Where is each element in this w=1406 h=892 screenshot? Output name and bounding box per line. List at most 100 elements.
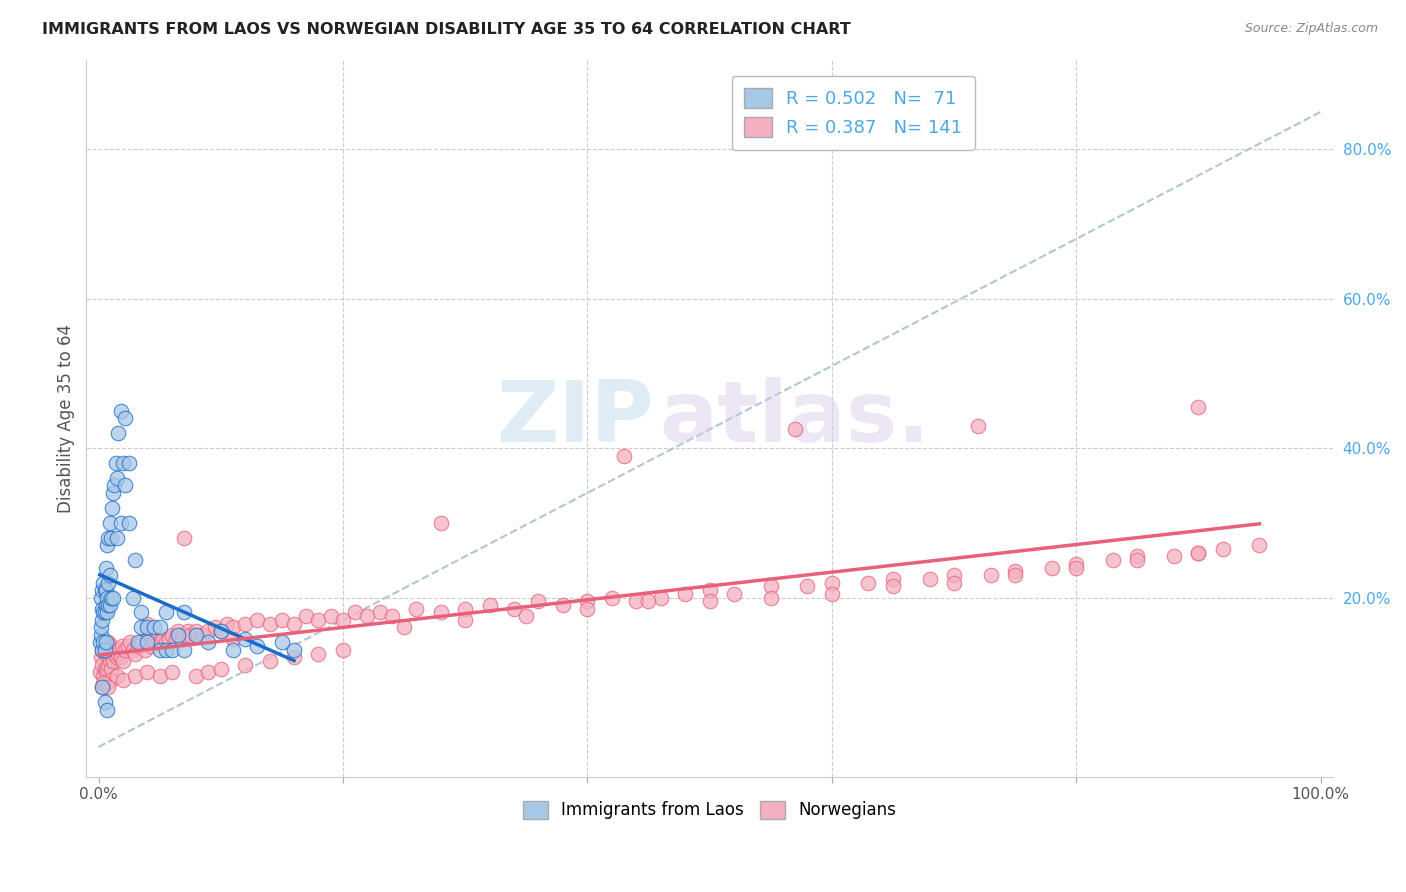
Point	[91, 601, 114, 615]
Point	[146, 632, 169, 646]
Point	[332, 613, 354, 627]
Point	[121, 591, 143, 605]
Point	[157, 632, 180, 646]
Point	[759, 591, 782, 605]
Point	[94, 598, 117, 612]
Point	[204, 620, 226, 634]
Point	[108, 643, 131, 657]
Point	[527, 594, 550, 608]
Point	[637, 594, 659, 608]
Point	[209, 661, 232, 675]
Point	[783, 422, 806, 436]
Point	[105, 650, 128, 665]
Point	[93, 661, 115, 675]
Point	[858, 575, 880, 590]
Point	[110, 403, 132, 417]
Point	[97, 598, 120, 612]
Point	[723, 587, 745, 601]
Point	[101, 654, 124, 668]
Point	[1126, 549, 1149, 564]
Point	[1101, 553, 1123, 567]
Point	[100, 639, 122, 653]
Point	[91, 613, 114, 627]
Point	[114, 643, 136, 657]
Point	[114, 411, 136, 425]
Point	[167, 624, 190, 639]
Point	[100, 531, 122, 545]
Point	[127, 639, 149, 653]
Point	[246, 613, 269, 627]
Point	[980, 568, 1002, 582]
Point	[191, 628, 214, 642]
Point	[967, 418, 990, 433]
Point	[96, 703, 118, 717]
Point	[270, 613, 292, 627]
Point	[136, 665, 159, 680]
Point	[478, 598, 501, 612]
Point	[118, 516, 141, 530]
Point	[94, 635, 117, 649]
Point	[94, 583, 117, 598]
Point	[105, 669, 128, 683]
Point	[104, 643, 127, 657]
Point	[1004, 568, 1026, 582]
Legend: Immigrants from Laos, Norwegians: Immigrants from Laos, Norwegians	[516, 794, 903, 826]
Point	[1163, 549, 1185, 564]
Point	[149, 620, 172, 634]
Point	[197, 635, 219, 649]
Point	[103, 478, 125, 492]
Point	[91, 680, 114, 694]
Point	[551, 598, 574, 612]
Point	[173, 628, 195, 642]
Point	[110, 650, 132, 665]
Text: IMMIGRANTS FROM LAOS VS NORWEGIAN DISABILITY AGE 35 TO 64 CORRELATION CHART: IMMIGRANTS FROM LAOS VS NORWEGIAN DISABI…	[42, 22, 851, 37]
Point	[1187, 546, 1209, 560]
Point	[1249, 538, 1271, 552]
Point	[796, 579, 818, 593]
Point	[197, 665, 219, 680]
Point	[136, 620, 159, 634]
Point	[179, 628, 201, 642]
Point	[821, 575, 844, 590]
Point	[283, 643, 305, 657]
Text: atlas.: atlas.	[659, 376, 931, 459]
Point	[139, 639, 162, 653]
Point	[129, 606, 152, 620]
Point	[209, 624, 232, 639]
Point	[111, 673, 134, 687]
Point	[270, 635, 292, 649]
Point	[136, 616, 159, 631]
Point	[942, 575, 965, 590]
Point	[105, 471, 128, 485]
Point	[96, 643, 118, 657]
Point	[97, 635, 120, 649]
Y-axis label: Disability Age 35 to 64: Disability Age 35 to 64	[58, 324, 75, 513]
Point	[186, 628, 208, 642]
Point	[101, 486, 124, 500]
Point	[149, 635, 172, 649]
Point	[155, 635, 177, 649]
Point	[152, 632, 174, 646]
Point	[759, 579, 782, 593]
Point	[368, 606, 391, 620]
Text: ZIP: ZIP	[496, 376, 654, 459]
Point	[233, 616, 256, 631]
Point	[1064, 560, 1087, 574]
Point	[90, 628, 112, 642]
Point	[104, 456, 127, 470]
Point	[97, 575, 120, 590]
Point	[98, 568, 121, 582]
Point	[91, 583, 114, 598]
Point	[124, 553, 146, 567]
Point	[93, 695, 115, 709]
Point	[405, 601, 427, 615]
Point	[429, 606, 451, 620]
Point	[356, 609, 378, 624]
Point	[515, 609, 537, 624]
Point	[882, 579, 904, 593]
Point	[1064, 557, 1087, 571]
Point	[319, 609, 342, 624]
Point	[97, 657, 120, 672]
Point	[96, 661, 118, 675]
Point	[344, 606, 367, 620]
